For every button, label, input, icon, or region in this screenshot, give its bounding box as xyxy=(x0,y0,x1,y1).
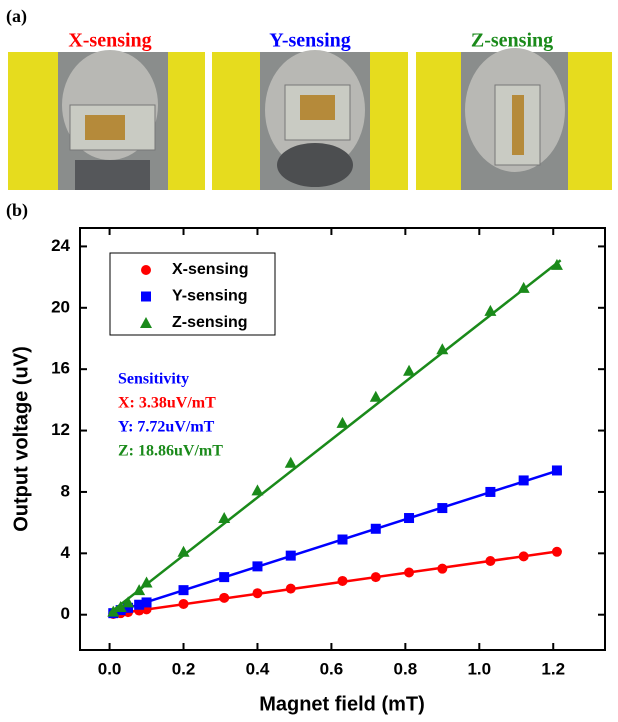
point xyxy=(141,597,152,608)
legend-marker xyxy=(140,317,152,328)
point xyxy=(133,584,146,596)
point xyxy=(404,513,415,524)
point xyxy=(284,456,297,468)
x-tick-label: 0.2 xyxy=(172,659,196,678)
point xyxy=(178,585,189,596)
point xyxy=(337,534,348,545)
point xyxy=(252,561,263,572)
photo xyxy=(416,48,612,190)
legend-box xyxy=(109,252,276,336)
point xyxy=(251,484,264,496)
photo xyxy=(8,50,205,190)
photo-title: Z-sensing xyxy=(471,30,553,52)
x-tick-label: 0.8 xyxy=(394,659,418,678)
point xyxy=(114,601,127,613)
x-tick-label: 1.2 xyxy=(541,659,565,678)
x-tick-label: 0.0 xyxy=(98,659,122,678)
annotation: X: 3.38uV/mT xyxy=(118,395,216,412)
point xyxy=(134,599,145,610)
point xyxy=(123,602,134,613)
panel-label: (b) xyxy=(6,200,28,221)
point xyxy=(219,572,230,583)
point xyxy=(177,545,190,557)
point xyxy=(551,546,562,557)
point xyxy=(336,416,349,428)
point xyxy=(437,563,448,574)
y-tick-label: 24 xyxy=(51,236,70,255)
legend-label: Y-sensing xyxy=(172,288,248,305)
x-tick-label: 1.0 xyxy=(467,659,491,678)
point xyxy=(517,281,530,293)
point xyxy=(140,576,153,588)
point xyxy=(404,567,415,578)
point xyxy=(178,598,189,609)
photo-title: Y-sensing xyxy=(269,30,351,52)
x-axis-label: Magnet field (mT) xyxy=(259,693,425,715)
legend-label: X-sensing xyxy=(172,261,248,278)
annotation: Z: 18.86uV/mT xyxy=(118,443,223,460)
y-tick-label: 8 xyxy=(61,481,70,500)
point xyxy=(436,343,449,355)
x-tick-label: 0.4 xyxy=(246,659,270,678)
point xyxy=(122,596,135,608)
point xyxy=(252,588,263,599)
y-axis-label: Output voltage (uV) xyxy=(10,346,32,532)
panel-label: (a) xyxy=(6,6,27,27)
y-tick-label: 20 xyxy=(51,297,70,316)
annotation: Sensitivity xyxy=(118,371,189,388)
point xyxy=(485,486,496,497)
point xyxy=(370,572,381,583)
y-tick-label: 4 xyxy=(61,543,71,562)
point xyxy=(370,523,381,534)
point xyxy=(107,605,120,617)
point xyxy=(518,475,529,486)
photo-title: X-sensing xyxy=(68,30,151,52)
point xyxy=(369,390,382,402)
point xyxy=(219,592,230,603)
point xyxy=(285,583,296,594)
point xyxy=(218,512,231,524)
legend-marker xyxy=(141,265,151,275)
point xyxy=(484,304,497,316)
annotation: Y: 7.72uV/mT xyxy=(118,419,215,436)
point xyxy=(285,550,296,561)
point xyxy=(518,551,529,562)
point xyxy=(485,555,496,566)
y-tick-label: 0 xyxy=(61,604,70,623)
legend-marker xyxy=(141,291,151,302)
point xyxy=(551,465,562,476)
plot-frame xyxy=(79,227,606,651)
legend-label: Z-sensing xyxy=(172,314,248,331)
y-tick-label: 16 xyxy=(51,359,70,378)
point xyxy=(403,364,416,376)
point xyxy=(337,575,348,586)
point xyxy=(550,258,563,270)
y-tick-label: 12 xyxy=(51,420,70,439)
x-tick-label: 0.6 xyxy=(320,659,344,678)
point xyxy=(437,503,448,514)
photo xyxy=(212,50,408,190)
